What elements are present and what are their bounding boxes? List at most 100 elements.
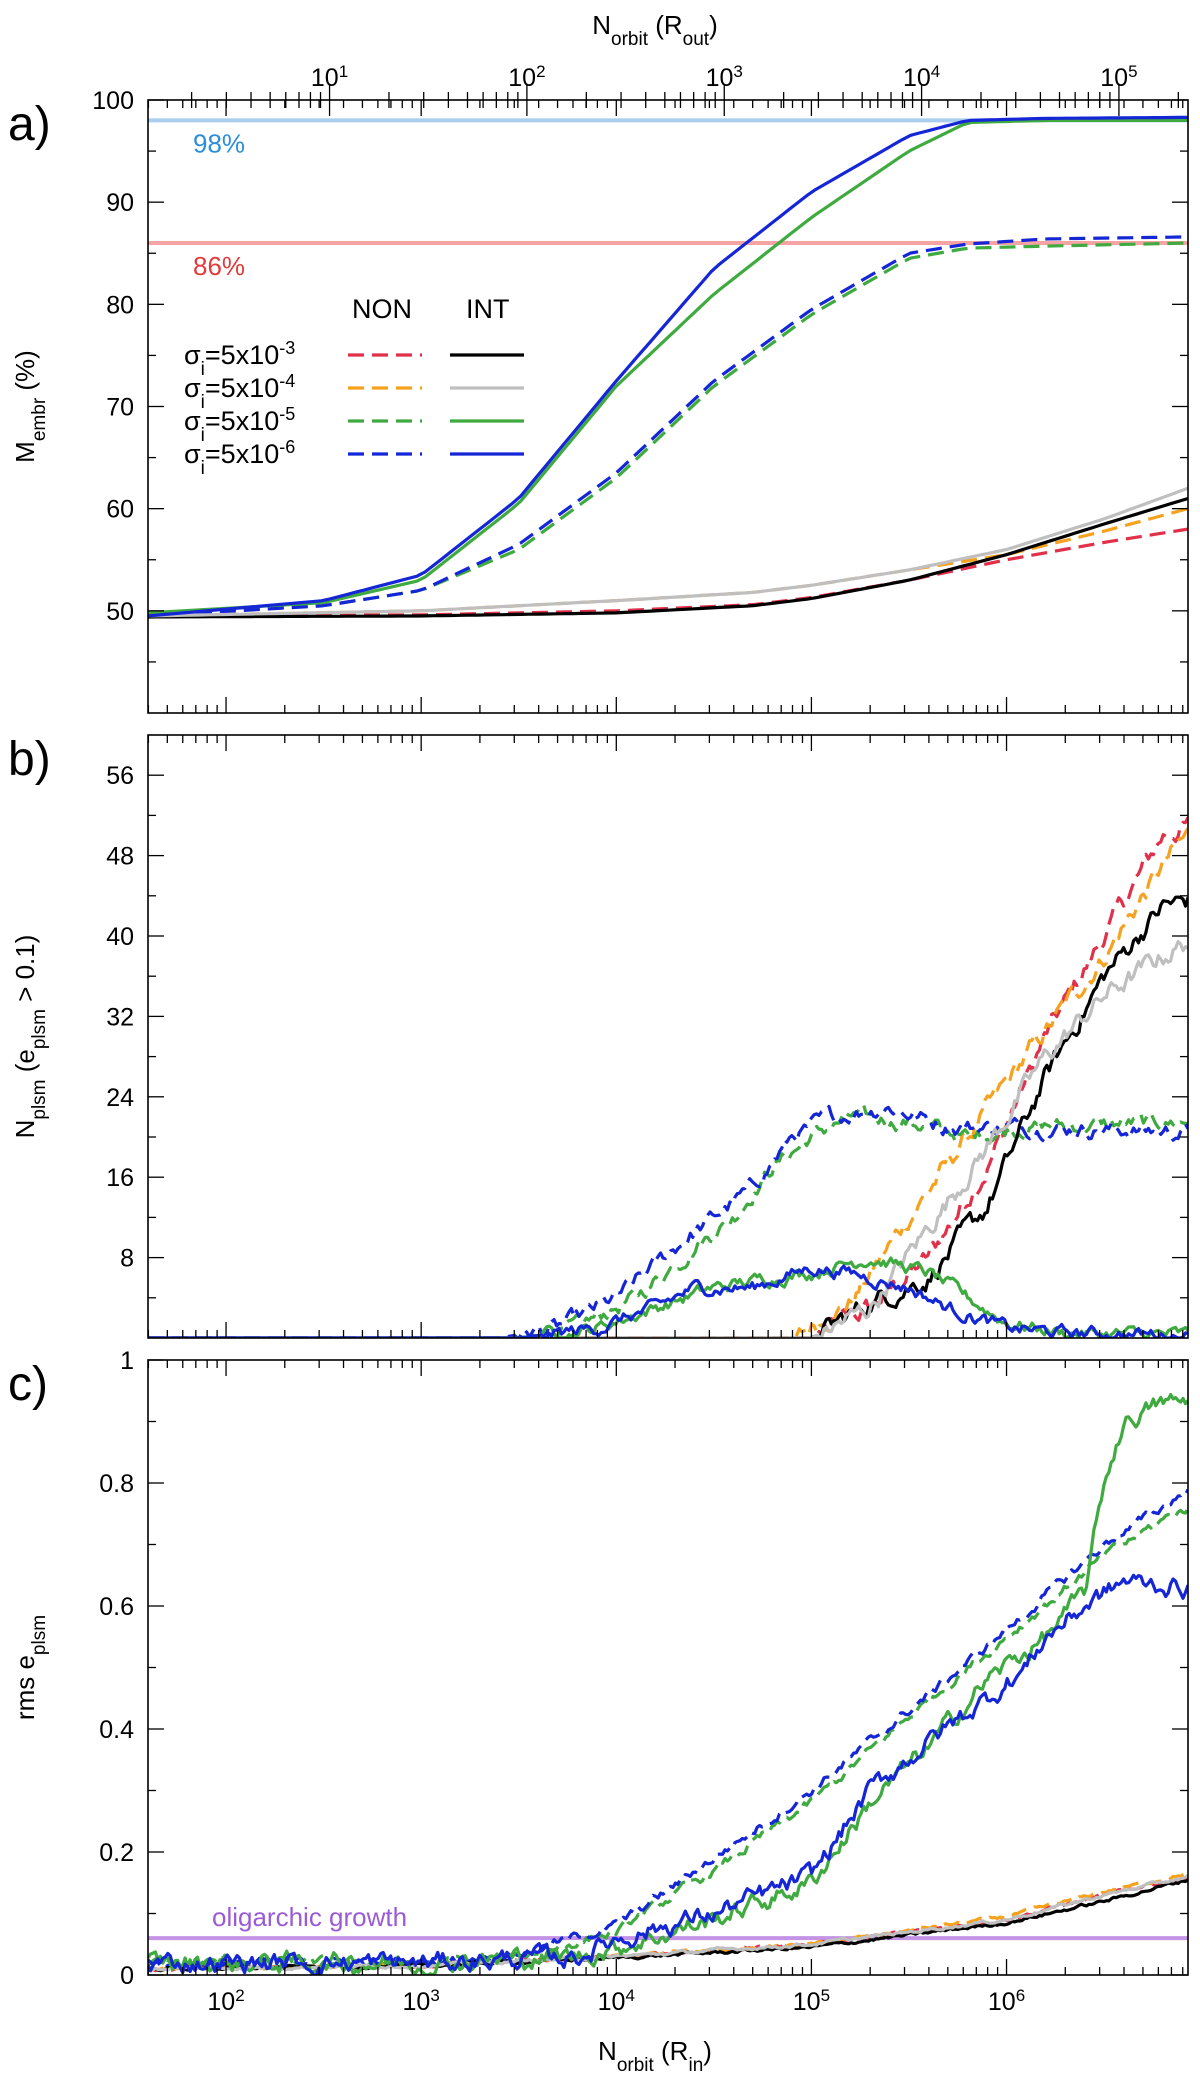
bottom-axis-tick-base: 10 — [207, 1988, 235, 2016]
panel-a-series-3 — [148, 235, 1188, 618]
top-axis-tick-label: 103 — [706, 62, 743, 93]
top-axis-title-close: ) — [709, 10, 718, 40]
panel-a-label: a) — [8, 98, 51, 151]
panel-c-ylabel-sub: plsm — [29, 1615, 50, 1655]
panel-c-ytick-label: 0 — [120, 1962, 134, 1990]
panel-c-series — [148, 1393, 1188, 1975]
panel-a-series-4 — [148, 496, 1188, 619]
legend-entry-label: σi=5x10-4 — [184, 371, 295, 413]
panel-c-ylabel: rms eplsm — [10, 1615, 50, 1720]
bottom-axis-tick-base: 10 — [793, 1988, 821, 2016]
bottom-axis-tick-exp: 3 — [430, 1986, 439, 2005]
bottom-axis-tick-label: 104 — [598, 1986, 635, 2017]
panel-a-series-7 — [148, 115, 1188, 618]
legend-header-int: INT — [466, 294, 510, 324]
panel-b-ytick-label: 48 — [106, 843, 134, 871]
panel-b-series-7 — [148, 1264, 1188, 1338]
panel-a-series-5 — [148, 486, 1188, 618]
top-axis-tick-base: 10 — [311, 64, 339, 92]
panel-a-ylabel-main: M — [10, 441, 40, 463]
legend-entry-eq: =5x10 — [205, 439, 279, 469]
top-axis-tick-exp: 4 — [931, 62, 940, 81]
panels: 50 60 70 80 90 100 98% 86% a) Membr (%) 8 16 24 32 40 4… — [8, 84, 1189, 1990]
panel-b-ytick-label: 16 — [106, 1164, 134, 1192]
top-axis-title-paren-sub: out — [683, 29, 710, 50]
legend-entry-sub: i — [201, 359, 205, 380]
panel-b-series-5 — [148, 940, 1188, 1338]
panel-b: 8 16 24 32 40 48 56 b) Nplsm (eplsm > 0.1) — [8, 733, 1189, 1339]
legend-entry-label: σi=5x10-6 — [184, 437, 295, 479]
legend-entry-sup: -5 — [279, 404, 295, 424]
panel-c-ytick-label: 0.6 — [99, 1593, 134, 1621]
panel-c-series-2 — [148, 1507, 1188, 1970]
panel-a-ylabel-rest: (%) — [10, 350, 40, 398]
top-axis-tick-base: 10 — [903, 64, 931, 92]
top-axis-tick-exp: 3 — [733, 62, 742, 81]
top-axis-title-sub: orbit — [611, 29, 649, 50]
legend-entry-sym: σ — [184, 439, 201, 469]
top-axis-tick-exp: 5 — [1128, 62, 1137, 81]
panel-a-reference-lines — [148, 118, 1188, 246]
legend-entry-sub: i — [201, 392, 205, 413]
panel-a-ytick-label: 100 — [92, 87, 134, 115]
panel-c-series-3 — [148, 1488, 1188, 1971]
panel-c-ytick-label: 0.8 — [99, 1470, 134, 1498]
panel-c-series-7 — [148, 1573, 1188, 1975]
legend-entry-sup: -4 — [279, 371, 295, 391]
panel-b-series-2 — [148, 1103, 1188, 1338]
panel-b-ytick-label: 40 — [106, 923, 134, 951]
panel-a-ytick-label: 60 — [106, 496, 134, 524]
legend-entry-eq: =5x10 — [205, 340, 279, 370]
panel-c-frame — [147, 1359, 1189, 1976]
bottom-axis-tick-base: 10 — [988, 1988, 1016, 2016]
top-axis-tick-label: 101 — [311, 62, 348, 93]
top-axis-tick-exp: 2 — [536, 62, 545, 81]
panel-a-ytick-label: 80 — [106, 291, 134, 319]
panel-b-frame — [147, 734, 1189, 1339]
bottom-axis-tick-exp: 6 — [1016, 1986, 1025, 2005]
bottom-axis-title-sub: orbit — [617, 2055, 655, 2076]
top-axis-tick-label: 105 — [1100, 62, 1137, 93]
panel-a-series-6 — [148, 118, 1188, 615]
panel-a-series-2 — [148, 241, 1188, 615]
top-axis-tick-exp: 1 — [339, 62, 348, 81]
panel-b-ylabel-rest2: > 0.1) — [10, 935, 40, 1009]
panel-b-label: b) — [8, 733, 51, 786]
panel-c-label: c) — [8, 1358, 48, 1411]
bottom-axis-tick-exp: 2 — [235, 1986, 244, 2005]
panel-b-ytick-label: 24 — [106, 1084, 134, 1112]
legend-header-non: NON — [352, 294, 412, 324]
legend: NON INTσi=5x10-3σi=5x10-4σi=5x10-5σi=5x10… — [184, 294, 524, 479]
legend-entry-sym: σ — [184, 406, 201, 436]
bottom-axis-tick-exp: 5 — [821, 1986, 830, 2005]
panel-b-ylabel-sub: plsm — [29, 1080, 50, 1120]
panel-b-ytick-label: 56 — [106, 762, 134, 790]
bottom-axis-tick-label: 103 — [403, 1986, 440, 2017]
panel-a-reference-label-0: 98% — [193, 128, 245, 158]
bottom-axis-tick-label: 102 — [207, 1986, 244, 2017]
top-axis-tick-base: 10 — [1100, 64, 1128, 92]
panel-a-ylabel: Membr (%) — [10, 350, 50, 463]
bottom-axis-tick-base: 10 — [403, 1988, 431, 2016]
top-axis-tick-base: 10 — [706, 64, 734, 92]
panel-a-series — [148, 115, 1188, 619]
legend-entry-sup: -6 — [279, 437, 295, 457]
panel-a: 50 60 70 80 90 100 98% 86% a) Membr (%) — [8, 84, 1189, 714]
top-axis-tick-label: 102 — [508, 62, 545, 93]
legend-entry-sym: σ — [184, 340, 201, 370]
panel-a-series-1 — [148, 507, 1188, 618]
top-axis-title: Norbit (Rout) — [592, 10, 718, 50]
panel-b-ylabel-sub2: plsm — [29, 1009, 50, 1049]
panel-a-frame — [147, 99, 1189, 714]
panel-a-ytick-label: 70 — [106, 394, 134, 422]
legend-entry-sup: -3 — [279, 338, 295, 358]
panel-b-series-3 — [148, 1104, 1188, 1338]
panel-b-series — [148, 816, 1188, 1338]
panel-b-ytick-label: 32 — [106, 1003, 134, 1031]
panel-a-ytick-label: 50 — [106, 598, 134, 626]
panel-c-ytick-label: 0.2 — [99, 1839, 134, 1867]
bottom-axis-tick-exp: 4 — [625, 1986, 634, 2005]
panel-c-ytick-label: 0.4 — [99, 1716, 134, 1744]
